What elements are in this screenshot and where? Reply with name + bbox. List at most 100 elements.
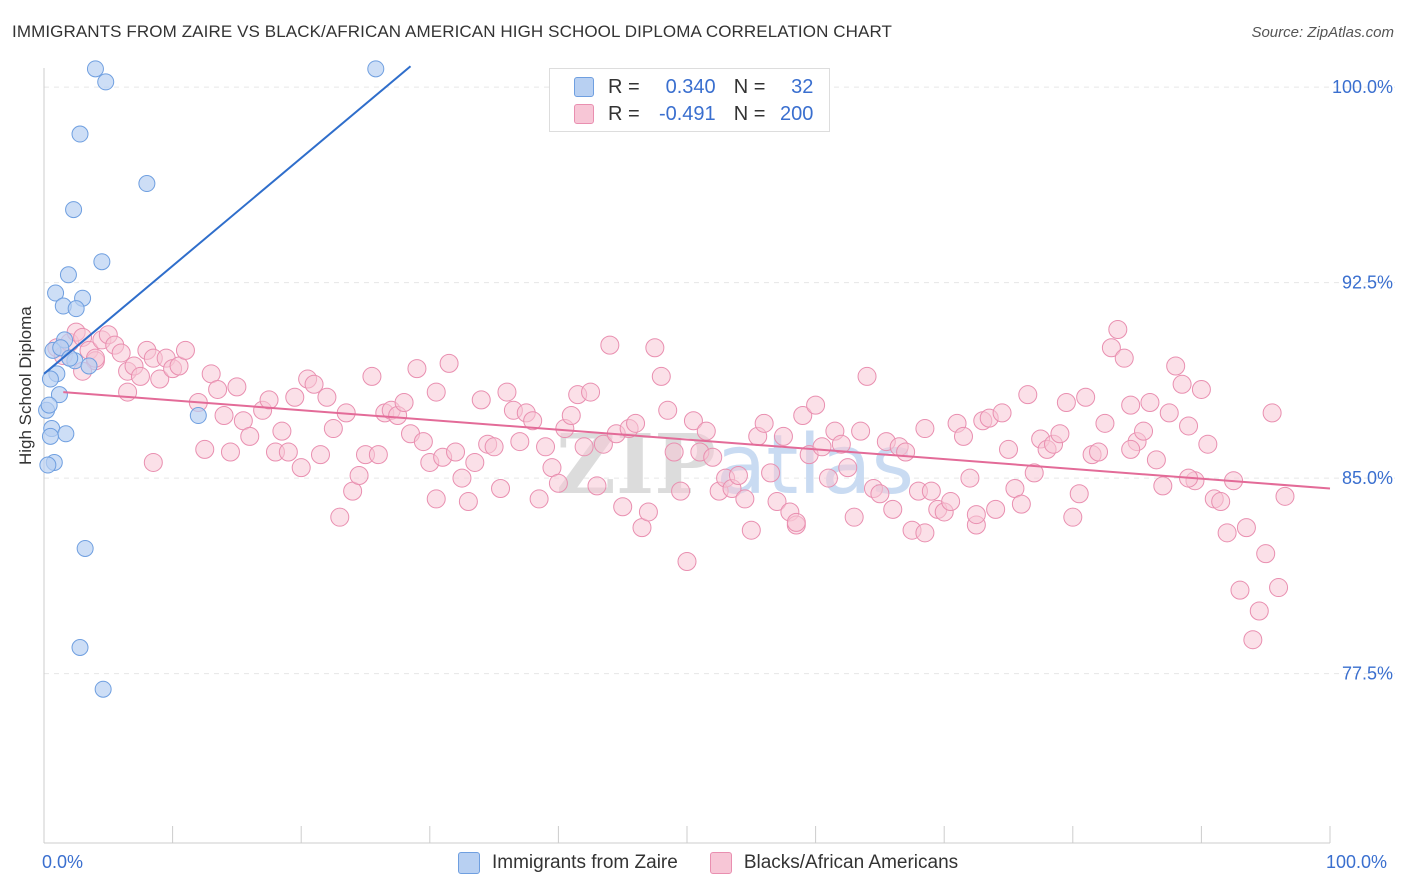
data-point-blacks — [671, 481, 691, 501]
data-point-blacks — [394, 392, 414, 412]
y-axis-title: High School Diploma — [16, 306, 35, 465]
data-point-blacks — [446, 442, 466, 462]
data-point-blacks — [953, 426, 973, 446]
data-point-blacks — [761, 463, 781, 483]
data-point-blacks — [960, 468, 980, 488]
data-point-blacks — [600, 335, 620, 355]
data-point-zaire — [50, 386, 68, 404]
data-point-blacks — [773, 426, 793, 446]
data-point-blacks — [1179, 416, 1199, 436]
data-point-blacks — [413, 432, 433, 452]
data-point-blacks — [915, 523, 935, 543]
data-point-blacks — [838, 458, 858, 478]
data-point-blacks — [452, 468, 472, 488]
data-point-zaire — [40, 396, 58, 414]
data-point-blacks — [330, 507, 350, 527]
data-point-zaire — [97, 73, 115, 91]
data-point-blacks — [767, 492, 787, 512]
legend-n-value: 32 — [791, 75, 814, 98]
data-point-blacks — [272, 421, 292, 441]
data-point-blacks — [368, 445, 388, 465]
data-point-blacks — [1089, 442, 1109, 462]
data-point-blacks — [426, 382, 446, 402]
series-legend: Immigrants from Zaire Blacks/African Ame… — [458, 852, 990, 874]
data-point-blacks — [227, 377, 247, 397]
data-point-blacks — [986, 499, 1006, 519]
data-point-blacks — [1230, 580, 1250, 600]
data-point-blacks — [208, 379, 228, 399]
legend-r-label: R = — [608, 75, 640, 98]
data-point-blacks — [1056, 392, 1076, 412]
data-point-blacks — [1236, 518, 1256, 538]
data-point-blacks — [1140, 392, 1160, 412]
data-point-blacks — [510, 432, 530, 452]
data-point-blacks — [439, 353, 459, 373]
legend-swatch-blue — [574, 77, 594, 97]
data-point-blacks — [786, 512, 806, 532]
data-point-blacks — [677, 551, 697, 571]
x-tick-max: 100.0% — [1326, 852, 1388, 872]
data-point-blacks — [831, 434, 851, 454]
data-point-blacks — [1063, 507, 1083, 527]
data-point-blacks — [150, 369, 170, 389]
data-point-blacks — [645, 338, 665, 358]
legend-item-blacks: Blacks/African Americans — [709, 852, 959, 874]
data-point-zaire — [138, 175, 156, 193]
data-point-blacks — [1159, 403, 1179, 423]
legend-r-value: 0.340 — [665, 75, 716, 98]
legend-swatch-blue — [458, 852, 480, 874]
data-point-blacks — [1018, 385, 1038, 405]
data-point-blacks — [1211, 492, 1231, 512]
data-point-blacks — [844, 507, 864, 527]
data-point-blacks — [497, 382, 517, 402]
data-point-blacks — [915, 419, 935, 439]
data-point-blacks — [1121, 395, 1141, 415]
legend-r-value: -0.491 — [658, 102, 716, 125]
data-point-blacks — [793, 406, 813, 426]
data-point-blacks — [1121, 439, 1141, 459]
data-point-blacks — [1198, 434, 1218, 454]
y-tick-label: 85.0% — [1342, 468, 1393, 488]
data-point-blacks — [818, 468, 838, 488]
data-point-zaire — [94, 680, 112, 698]
data-point-blacks — [574, 437, 594, 457]
data-point-zaire — [93, 253, 111, 271]
source-label: Source: ZipAtlas.com — [1251, 24, 1394, 41]
data-point-blacks — [529, 489, 549, 509]
data-point-zaire — [47, 284, 65, 302]
legend-n-value: 200 — [780, 102, 814, 125]
data-point-blacks — [1275, 486, 1295, 506]
data-point-zaire — [67, 300, 85, 318]
y-tick-label: 77.5% — [1342, 664, 1393, 684]
data-point-blacks — [1191, 379, 1211, 399]
data-point-blacks — [323, 419, 343, 439]
data-point-blacks — [143, 452, 163, 472]
data-point-blacks — [523, 411, 543, 431]
data-point-zaire — [39, 456, 57, 474]
legend-swatch-pink — [709, 852, 732, 874]
data-point-blacks — [806, 395, 826, 415]
data-point-blacks — [195, 439, 215, 459]
data-point-blacks — [638, 502, 658, 522]
data-point-blacks — [1166, 356, 1186, 376]
data-point-blacks — [465, 452, 485, 472]
data-point-zaire — [71, 639, 89, 657]
y-tick-label: 92.5% — [1342, 273, 1393, 293]
data-point-zaire — [71, 125, 89, 143]
data-point-blacks — [1050, 424, 1070, 444]
legend-label-blacks: Blacks/African Americans — [743, 852, 959, 873]
data-point-blacks — [426, 489, 446, 509]
data-point-blacks — [536, 437, 556, 457]
data-point-blacks — [658, 400, 678, 420]
data-point-blacks — [587, 476, 607, 496]
data-point-blacks — [696, 421, 716, 441]
data-point-blacks — [1262, 403, 1282, 423]
data-point-blacks — [1269, 578, 1289, 598]
trend-line-zaire — [43, 65, 412, 375]
data-point-blacks — [214, 406, 234, 426]
legend-label-zaire: Immigrants from Zaire — [492, 852, 678, 873]
data-point-zaire — [367, 60, 385, 78]
data-point-blacks — [491, 479, 511, 499]
series-zaire-points — [38, 60, 385, 698]
trend-lines — [43, 65, 1331, 490]
